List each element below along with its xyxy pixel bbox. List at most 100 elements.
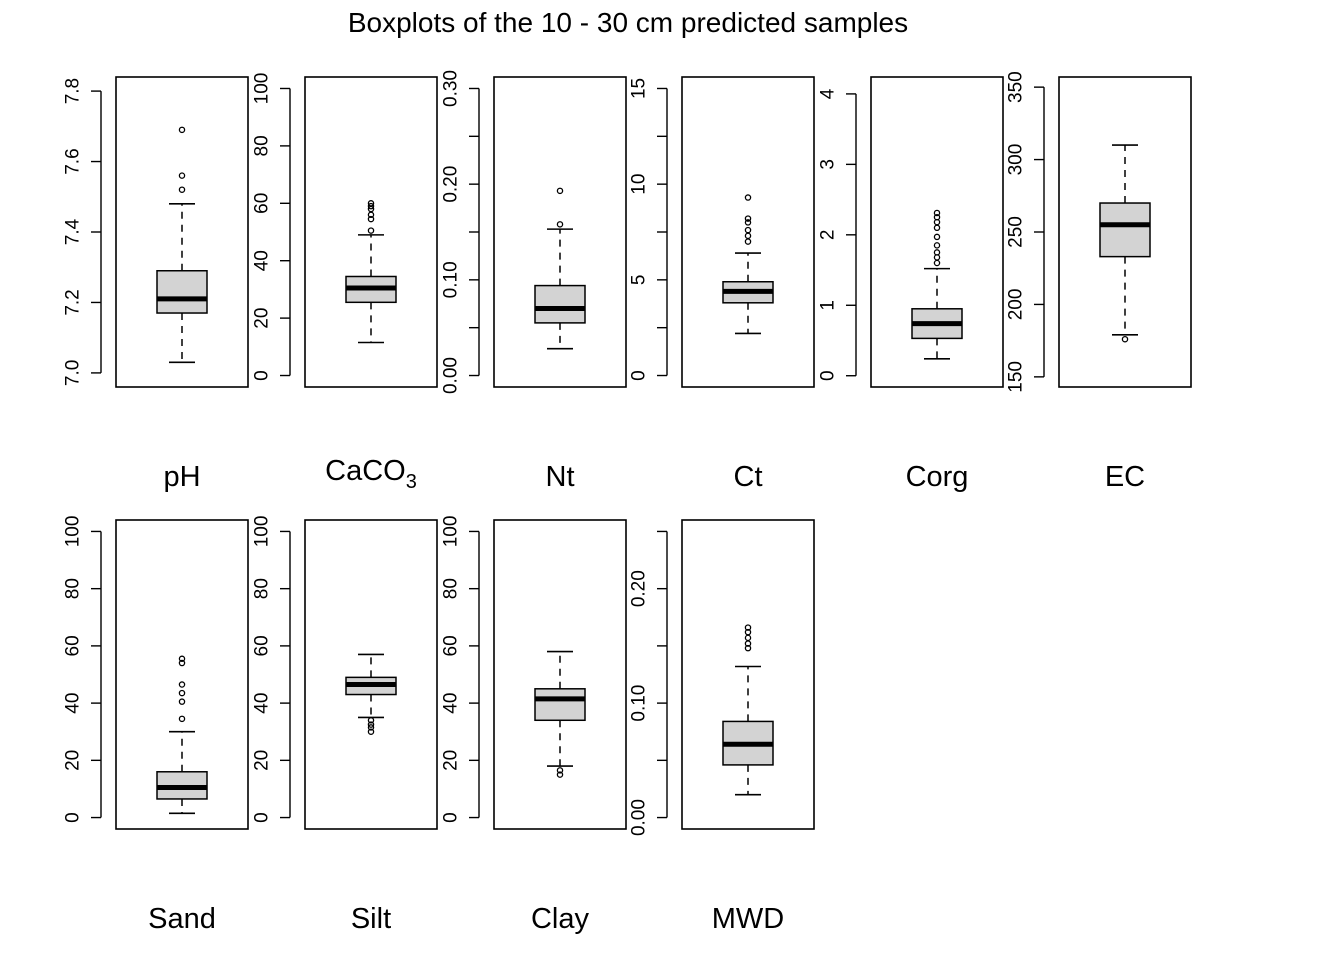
outlier-point: [556, 771, 564, 778]
outlier-point: [178, 681, 186, 688]
plot-frame: [1058, 76, 1192, 388]
y-tick-label: 80: [441, 578, 462, 599]
outlier-point: [744, 194, 752, 201]
y-tick-label: 40: [441, 693, 462, 714]
panel-ct: 0 5 10 15 Ct: [629, 76, 815, 493]
outlier-point: [367, 200, 375, 207]
y-tick-label: 0.20: [629, 570, 650, 607]
outlier-point: [178, 698, 186, 705]
outlier-point: [367, 721, 375, 728]
iqr-box: [156, 270, 208, 314]
y-tick-label: 0.00: [629, 799, 650, 836]
outlier-point: [556, 187, 564, 195]
y-tick-label: 0: [252, 370, 273, 381]
y-tick-label: 40: [252, 693, 273, 714]
y-tick-label: 60: [63, 635, 84, 656]
y-tick-label: 200: [1006, 289, 1027, 321]
y-tick-label: 0: [63, 812, 84, 823]
outlier-point: [556, 767, 564, 774]
outlier-point: [744, 226, 752, 234]
plot-frame: [304, 76, 438, 388]
y-tick-label: 0: [629, 370, 650, 381]
plot-frame: [493, 519, 627, 830]
y-tick-label: 0.10: [629, 685, 650, 722]
plot-frame: [304, 519, 438, 830]
outlier-point: [367, 724, 375, 731]
y-tick-label: 0.20: [441, 166, 462, 203]
panel-silt: 0 20 40 60 80 100 Silt: [252, 516, 438, 935]
panel-label: Sand: [148, 903, 216, 935]
y-tick-label: 7.2: [63, 289, 84, 315]
y-tick-label: 20: [252, 308, 273, 329]
outlier-point: [178, 172, 186, 179]
y-tick-label: 7.0: [63, 360, 84, 386]
outlier-point: [744, 215, 752, 222]
y-tick-label: 60: [441, 635, 462, 656]
y-tick-label: 0: [818, 370, 839, 381]
y-tick-label: 40: [252, 250, 273, 271]
y-tick-label: 2: [818, 230, 839, 241]
y-tick-label: 7.6: [63, 148, 84, 174]
outlier-point: [367, 728, 375, 735]
y-tick-label: 100: [63, 516, 84, 548]
outlier-point: [744, 624, 752, 631]
plot-frame: [115, 519, 249, 830]
iqr-box: [1099, 202, 1151, 258]
y-tick-label: 250: [1006, 216, 1027, 248]
panel-label: pH: [163, 461, 200, 493]
panel-label: Corg: [906, 461, 969, 493]
plot-frame: [115, 76, 249, 388]
panel-clay: 0 20 40 60 80 100 Clay: [441, 516, 627, 935]
y-tick-label: 0.10: [441, 261, 462, 298]
y-tick-label: 1: [818, 300, 839, 311]
plot-frame: [681, 519, 815, 830]
y-tick-label: 80: [252, 578, 273, 599]
panel-label: Silt: [351, 903, 391, 935]
panel-ph: 7.0 7.2 7.4 7.6 7.8 pH: [63, 76, 249, 493]
plot-frame: [870, 76, 1004, 388]
panel-mwd: 0.00 0.10 0.20 MWD: [629, 519, 815, 935]
outlier-point: [367, 717, 375, 724]
y-tick-label: 4: [818, 88, 839, 99]
y-tick-label: 15: [629, 78, 650, 99]
outlier-point: [933, 209, 941, 217]
outlier-point: [178, 659, 186, 667]
y-tick-label: 20: [441, 750, 462, 771]
outlier-point: [178, 715, 186, 723]
plot-frame: [681, 76, 815, 388]
plot-frame: [493, 76, 627, 388]
outlier-point: [933, 249, 941, 256]
panel-ec: 150 200 250 300 350 EC: [1006, 71, 1192, 493]
y-tick-label: 100: [252, 516, 273, 548]
panel-nt: 0.00 0.10 0.20 0.30 Nt: [441, 70, 627, 493]
y-tick-label: 5: [629, 275, 650, 286]
panel-label: EC: [1105, 461, 1145, 493]
y-tick-label: 150: [1006, 361, 1027, 393]
y-tick-label: 300: [1006, 144, 1027, 176]
figure-title: Boxplots of the 10 - 30 cm predicted sam…: [348, 7, 908, 38]
iqr-box: [534, 688, 586, 722]
panel-label: MWD: [712, 903, 784, 935]
y-tick-label: 7.8: [63, 78, 84, 104]
y-tick-label: 60: [252, 635, 273, 656]
y-tick-label: 0: [441, 812, 462, 823]
y-tick-label: 350: [1006, 71, 1027, 103]
outlier-point: [178, 655, 186, 663]
outlier-point: [556, 221, 564, 228]
y-tick-label: 100: [252, 73, 273, 105]
y-tick-label: 80: [63, 578, 84, 599]
panel-label: Clay: [531, 903, 590, 935]
panel-corg: 0 1 2 3 4 Corg: [818, 76, 1004, 493]
panels-group: 7.07.27.47.67.8pH020406080100CaCO30.000.…: [63, 70, 1192, 935]
y-tick-label: 20: [63, 750, 84, 771]
iqr-box: [534, 284, 586, 324]
panel-label: Nt: [546, 461, 575, 493]
y-tick-label: 10: [629, 174, 650, 195]
y-tick-label: 100: [441, 516, 462, 548]
panel-sand: 0 20 40 60 80 100 Sand: [63, 516, 249, 935]
outlier-point: [1121, 335, 1129, 343]
outlier-point: [744, 219, 752, 226]
outlier-point: [178, 689, 186, 697]
